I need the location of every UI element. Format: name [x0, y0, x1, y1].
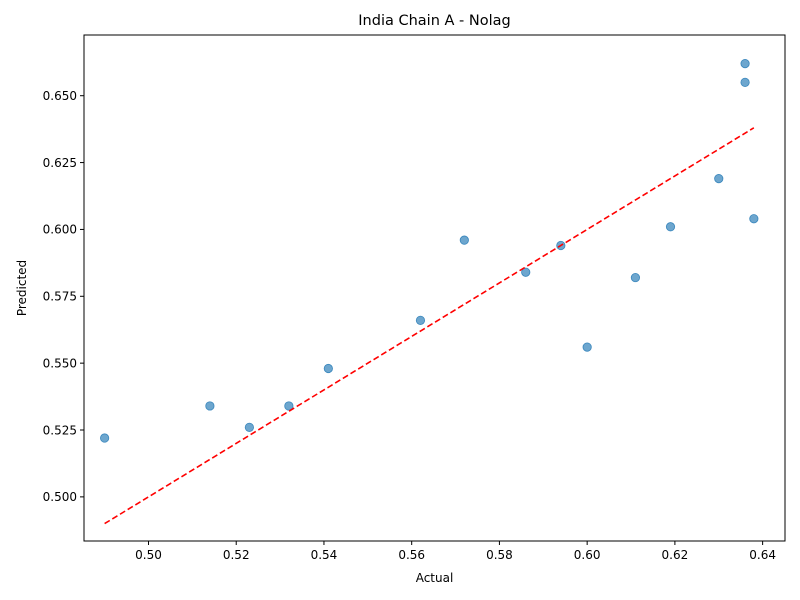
- data-point: [521, 267, 531, 277]
- chart-title: India Chain A - Nolag: [358, 13, 510, 29]
- x-tick-label: 0.52: [223, 548, 250, 562]
- y-tick-label: 0.600: [43, 223, 77, 237]
- data-point: [749, 214, 759, 224]
- x-tick-label: 0.58: [486, 548, 513, 562]
- data-point: [323, 363, 333, 374]
- y-tick-label: 0.625: [43, 156, 77, 170]
- y-tick-label: 0.650: [43, 89, 77, 103]
- data-point: [100, 433, 110, 443]
- y-tick-label: 0.575: [43, 290, 77, 304]
- y-axis-label: Predicted: [15, 260, 29, 316]
- x-axis-ticks: 0.50 0.52 0.54 0.56 0.58 0.60 0.62 0.64: [135, 541, 776, 562]
- x-tick-label: 0.60: [574, 548, 601, 562]
- y-axis-ticks: 0.500 0.525 0.550 0.575 0.600 0.625 0.650: [43, 89, 84, 504]
- x-tick-label: 0.64: [749, 548, 776, 562]
- y-tick-label: 0.525: [43, 423, 77, 437]
- x-axis-label: Actual: [416, 571, 454, 585]
- plot-area: [100, 59, 759, 525]
- data-point: [630, 272, 641, 283]
- reference-line: [104, 127, 755, 525]
- data-point: [244, 422, 254, 432]
- data-point: [205, 401, 215, 411]
- x-tick-label: 0.62: [662, 548, 689, 562]
- x-tick-label: 0.54: [311, 548, 338, 562]
- data-point: [582, 342, 592, 352]
- y-tick-label: 0.550: [43, 356, 77, 370]
- plot-frame: [83, 34, 786, 542]
- y-tick-label: 0.500: [43, 490, 77, 504]
- data-point: [415, 315, 426, 325]
- x-tick-label: 0.50: [135, 548, 162, 562]
- data-point: [284, 401, 294, 411]
- data-point: [740, 77, 750, 87]
- data-point: [459, 235, 469, 245]
- data-point: [714, 174, 724, 184]
- data-point: [665, 222, 676, 232]
- x-tick-label: 0.56: [398, 548, 425, 562]
- data-point: [740, 59, 750, 69]
